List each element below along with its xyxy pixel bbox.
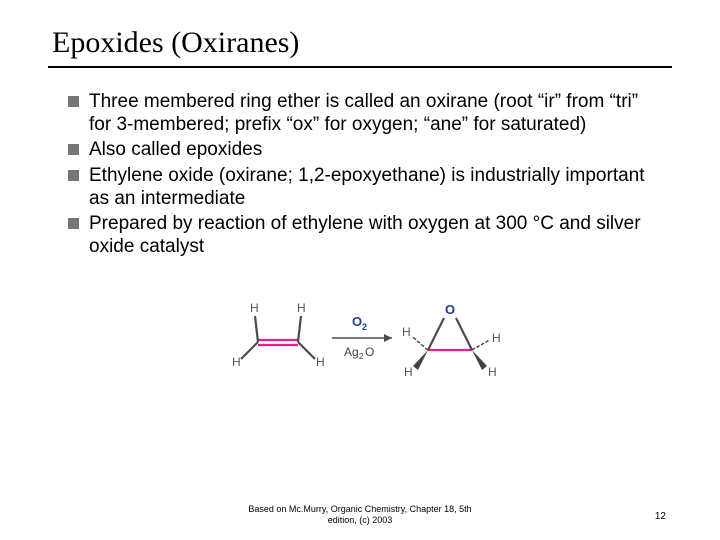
slide: Epoxides (Oxiranes) Three membered ring …: [0, 0, 720, 540]
reaction-diagram: HHHHO2Ag2OOHHHH: [210, 266, 510, 390]
svg-text:H: H: [492, 331, 501, 345]
svg-text:O: O: [365, 345, 374, 359]
bullet-item: Also called epoxides: [68, 138, 664, 161]
bullet-marker-icon: [68, 218, 79, 229]
svg-text:2: 2: [359, 352, 364, 361]
svg-text:H: H: [316, 355, 325, 369]
svg-text:H: H: [232, 355, 241, 369]
svg-text:O: O: [445, 302, 455, 317]
bullet-text: Also called epoxides: [89, 138, 664, 161]
svg-text:H: H: [402, 325, 411, 339]
bullet-item: Ethylene oxide (oxirane; 1,2-epoxyethane…: [68, 164, 664, 210]
svg-text:O: O: [352, 314, 362, 329]
bullet-item: Three membered ring ether is called an o…: [68, 90, 664, 136]
slide-title: Epoxides (Oxiranes): [48, 18, 672, 66]
bullet-marker-icon: [68, 170, 79, 181]
bullet-text: Prepared by reaction of ethylene with ox…: [89, 212, 664, 258]
bullet-text: Ethylene oxide (oxirane; 1,2-epoxyethane…: [89, 164, 664, 210]
reaction-diagram-wrap: HHHHO2Ag2OOHHHH: [48, 266, 672, 390]
title-underline: [48, 66, 672, 68]
svg-text:H: H: [297, 301, 306, 315]
page-number: 12: [655, 511, 666, 522]
bullet-marker-icon: [68, 96, 79, 107]
svg-text:H: H: [488, 365, 497, 379]
bullet-item: Prepared by reaction of ethylene with ox…: [68, 212, 664, 258]
svg-text:2: 2: [362, 322, 367, 332]
bullet-list: Three membered ring ether is called an o…: [48, 90, 672, 258]
footer: Based on Mc.Murry, Organic Chemistry, Ch…: [0, 504, 720, 526]
bullet-text: Three membered ring ether is called an o…: [89, 90, 664, 136]
bullet-marker-icon: [68, 144, 79, 155]
svg-text:Ag: Ag: [344, 345, 359, 359]
svg-text:H: H: [404, 365, 413, 379]
svg-text:H: H: [250, 301, 259, 315]
footer-text: Based on Mc.Murry, Organic Chemistry, Ch…: [240, 504, 480, 526]
